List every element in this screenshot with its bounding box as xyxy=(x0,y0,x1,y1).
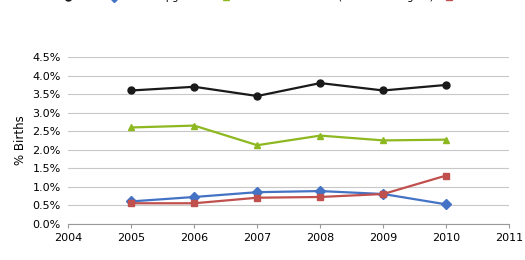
Line: Transfusion: Transfusion xyxy=(128,172,450,207)
5-min Apgar ≤ 6 xyxy=(317,190,323,193)
Transfusion xyxy=(443,174,449,177)
Perineal Laceration (3rd or 4th degree) xyxy=(191,124,197,127)
5-min Apgar ≤ 6 xyxy=(443,203,449,206)
Transfusion xyxy=(254,196,260,199)
AOI xyxy=(380,89,386,92)
Perineal Laceration (3rd or 4th degree) xyxy=(128,126,134,129)
Perineal Laceration (3rd or 4th degree) xyxy=(443,138,449,141)
AOI xyxy=(191,85,197,88)
Perineal Laceration (3rd or 4th degree) xyxy=(317,134,323,137)
Perineal Laceration (3rd or 4th degree) xyxy=(380,139,386,142)
Transfusion xyxy=(128,202,134,205)
AOI xyxy=(317,82,323,85)
5-min Apgar ≤ 6 xyxy=(191,196,197,199)
Perineal Laceration (3rd or 4th degree) xyxy=(254,144,260,147)
AOI xyxy=(254,94,260,98)
Transfusion xyxy=(380,192,386,196)
Line: Perineal Laceration (3rd or 4th degree): Perineal Laceration (3rd or 4th degree) xyxy=(128,122,450,149)
AOI xyxy=(128,89,134,92)
Line: AOI: AOI xyxy=(128,80,450,100)
Line: 5-min Apgar ≤ 6: 5-min Apgar ≤ 6 xyxy=(128,187,450,208)
Legend: AOI, 5-min Apgar ≤ 6, Perineal Laceration (3rd or 4th degree), Transfusion: AOI, 5-min Apgar ≤ 6, Perineal Laceratio… xyxy=(58,0,519,2)
5-min Apgar ≤ 6 xyxy=(128,200,134,203)
5-min Apgar ≤ 6 xyxy=(254,191,260,194)
Y-axis label: % Births: % Births xyxy=(14,115,27,165)
Transfusion xyxy=(317,196,323,199)
5-min Apgar ≤ 6 xyxy=(380,192,386,196)
AOI xyxy=(443,83,449,87)
Transfusion xyxy=(191,202,197,205)
